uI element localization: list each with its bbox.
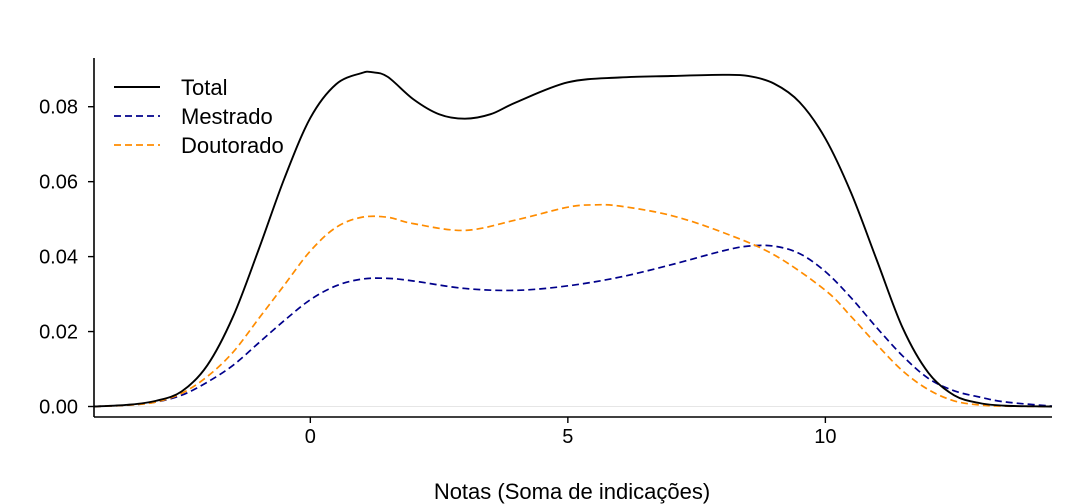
series-line-doutorado (93, 203, 1053, 408)
x-tick-label: 0 (305, 426, 316, 448)
legend-label-mestrado: Mestrado (181, 104, 273, 129)
x-tick-label: 10 (814, 426, 836, 448)
series-line-total (93, 70, 1053, 408)
y-tick-label: 0.00 (39, 397, 78, 419)
y-tick-label: 0.06 (39, 172, 78, 194)
y-tick-label: 0.08 (39, 97, 78, 119)
y-tick-label: 0.04 (39, 247, 78, 269)
series-line-mestrado (93, 244, 1053, 408)
legend: Total Mestrado Doutorado (114, 75, 284, 158)
legend-label-total: Total (181, 75, 227, 100)
legend-label-doutorado: Doutorado (181, 133, 284, 158)
axes-layer (93, 58, 1052, 418)
y-tick-label: 0.02 (39, 322, 78, 344)
series-layer (93, 70, 1053, 408)
x-tick-label: 5 (562, 426, 573, 448)
x-axis-title: Notas (Soma de indicações) (434, 479, 710, 504)
ticks-layer: 0 5 10 0.00 0.02 0.04 0.06 0.08 (39, 97, 836, 448)
